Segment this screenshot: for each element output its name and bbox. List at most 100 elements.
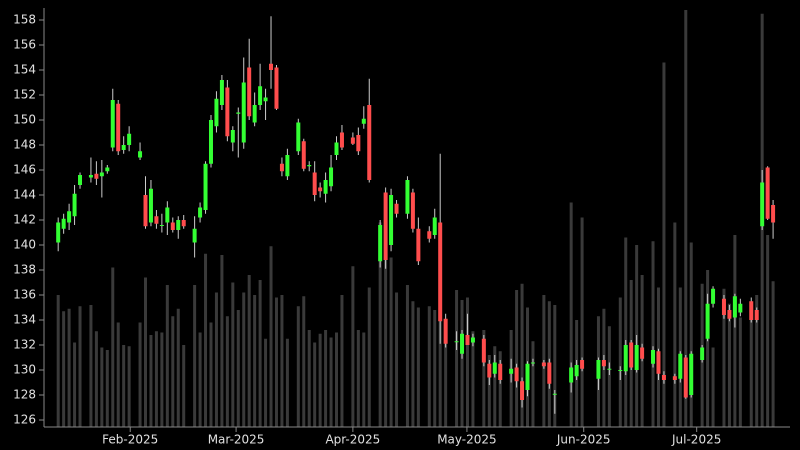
- candle-body: [176, 220, 181, 230]
- y-tick-label: 158: [13, 13, 36, 27]
- candle-body: [514, 367, 519, 382]
- y-tick-label: 130: [13, 363, 36, 377]
- candle-body: [350, 137, 355, 144]
- volume-bar: [340, 295, 344, 427]
- x-tick-label: Feb-2025: [102, 433, 158, 447]
- candle-body: [394, 203, 399, 214]
- candle-body: [623, 345, 628, 372]
- volume-bar: [209, 322, 213, 427]
- volume-bar: [318, 333, 322, 427]
- volume-bar: [520, 283, 524, 427]
- candle-body: [574, 365, 579, 377]
- candle-body: [208, 120, 213, 164]
- candle-body: [416, 228, 421, 262]
- volume-bar: [755, 295, 759, 427]
- candle-body: [661, 375, 666, 380]
- candle-body: [214, 98, 219, 127]
- candle-body: [465, 335, 470, 345]
- volume-bar: [771, 281, 775, 427]
- candle-body: [339, 132, 344, 148]
- x-tick-label: Mar-2025: [208, 433, 265, 447]
- volume-bar: [89, 305, 93, 427]
- candle-body: [672, 376, 677, 380]
- volume-bar: [498, 351, 502, 427]
- volume-bar: [356, 330, 360, 427]
- volume-bar: [242, 292, 246, 427]
- volume-bar: [231, 282, 235, 427]
- volume-bar: [94, 331, 98, 427]
- candle-body: [378, 225, 383, 262]
- y-tick-label: 146: [13, 163, 36, 177]
- volume-bar: [122, 345, 126, 427]
- volume-bar: [405, 285, 409, 427]
- volume-bar: [302, 296, 306, 427]
- candle-body: [301, 141, 306, 169]
- candle-body: [683, 357, 688, 398]
- y-tick-label: 136: [13, 288, 36, 302]
- candle-body: [432, 217, 437, 235]
- candle-body: [721, 298, 726, 315]
- volume-bar: [531, 341, 535, 427]
- volume-bar: [438, 300, 442, 427]
- volume-bar: [105, 350, 109, 427]
- volume-bar: [264, 338, 268, 427]
- volume-bar: [689, 242, 693, 427]
- volume-bar: [220, 255, 224, 427]
- volume-bar: [236, 310, 240, 427]
- candle-body: [170, 222, 175, 230]
- volume-bar: [487, 355, 491, 427]
- volume-bar: [176, 308, 180, 427]
- candle-body: [279, 163, 284, 172]
- volume-bar: [569, 202, 573, 427]
- volume-bar: [335, 332, 339, 427]
- x-tick-label: May-2025: [437, 433, 496, 447]
- volume-bar: [749, 310, 753, 427]
- candle-body: [541, 362, 546, 367]
- volume-bar: [727, 303, 731, 427]
- volume-bar: [378, 222, 382, 427]
- candle-body: [651, 350, 656, 364]
- volume-bar: [127, 346, 131, 427]
- volume-bar: [766, 235, 770, 427]
- x-tick-label: Apr-2025: [325, 433, 380, 447]
- candle-body: [640, 347, 645, 359]
- volume-bar: [455, 290, 459, 427]
- candle-layer: [56, 16, 776, 414]
- volume-bar: [482, 330, 486, 427]
- candle-body: [601, 360, 606, 367]
- volume-bar: [100, 347, 104, 427]
- volume-bar: [160, 332, 164, 427]
- candle-body: [700, 347, 705, 360]
- volume-bar: [580, 217, 584, 427]
- candle-body: [492, 362, 497, 374]
- candle-body: [596, 360, 601, 379]
- candle-body: [487, 363, 492, 378]
- volume-bar: [56, 295, 60, 427]
- candle-body: [438, 222, 443, 322]
- candle-body: [765, 167, 770, 219]
- volume-bar: [138, 322, 142, 427]
- candle-body: [629, 342, 634, 368]
- candle-body: [61, 218, 66, 229]
- candle-body: [754, 310, 759, 320]
- candle-body: [470, 337, 475, 343]
- volume-bar: [204, 253, 208, 427]
- y-tick-label: 148: [13, 138, 36, 152]
- candle-body: [263, 97, 268, 102]
- candle-body: [618, 370, 623, 371]
- candle-body: [771, 205, 776, 223]
- candle-body: [121, 145, 126, 150]
- y-tick-label: 132: [13, 338, 36, 352]
- volume-bar: [684, 10, 688, 427]
- candle-body: [738, 303, 743, 313]
- y-tick-label: 156: [13, 38, 36, 52]
- volume-bar: [111, 267, 115, 427]
- candle-body: [678, 353, 683, 379]
- volume-bar: [144, 277, 148, 427]
- volume-bar: [384, 230, 388, 427]
- volume-bar: [280, 295, 284, 427]
- candle-body: [356, 135, 361, 152]
- y-tick-label: 152: [13, 88, 36, 102]
- candle-body: [56, 222, 61, 243]
